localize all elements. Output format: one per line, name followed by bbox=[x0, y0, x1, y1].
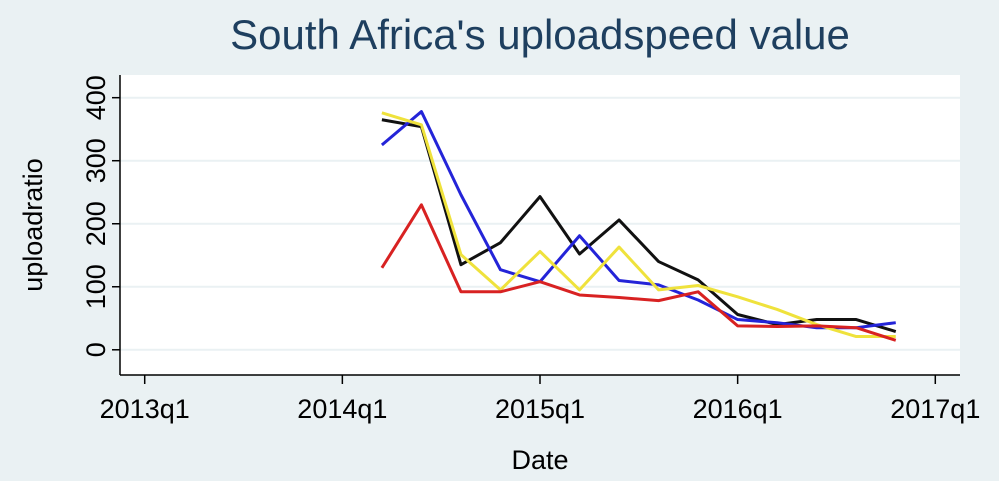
x-axis-title: Date bbox=[511, 445, 568, 475]
y-tick-label: 400 bbox=[81, 75, 111, 120]
chart-title: South Africa's uploadspeed value bbox=[230, 11, 850, 58]
y-tick-label: 100 bbox=[81, 264, 111, 309]
x-tick-label: 2014q1 bbox=[297, 394, 387, 424]
x-tick-label: 2016q1 bbox=[693, 394, 783, 424]
y-axis-title: uploadratio bbox=[18, 158, 48, 292]
x-tick-label: 2017q1 bbox=[890, 394, 980, 424]
y-tick-label: 200 bbox=[81, 201, 111, 246]
y-tick-label: 0 bbox=[81, 342, 111, 357]
line-series bbox=[381, 111, 896, 339]
y-tick-label: 300 bbox=[81, 138, 111, 183]
x-tick-label: 2013q1 bbox=[100, 394, 190, 424]
x-tick-label: 2015q1 bbox=[495, 394, 585, 424]
line-series bbox=[380, 203, 897, 342]
